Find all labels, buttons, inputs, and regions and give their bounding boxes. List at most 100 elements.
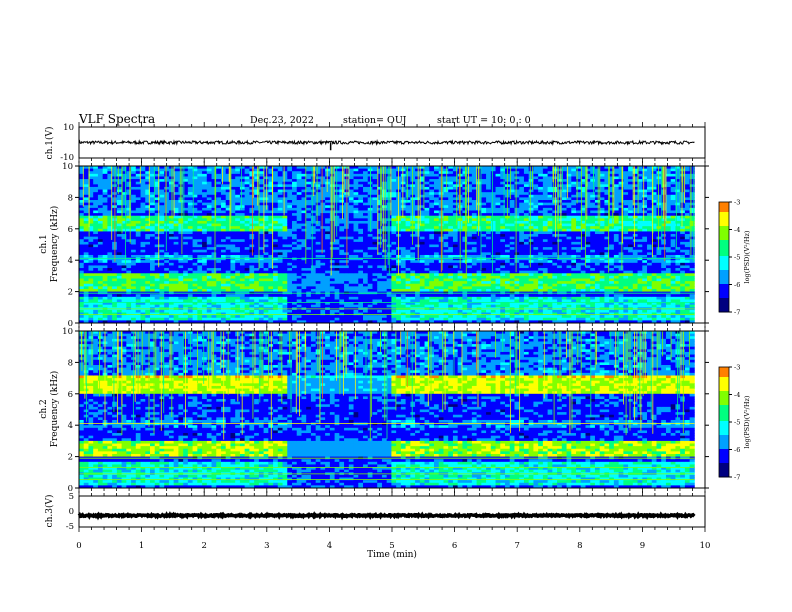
spectrogram-cell xyxy=(363,294,369,298)
spectrogram-cell xyxy=(405,239,411,243)
spectrogram-cell xyxy=(254,283,260,287)
spectrogram-cell xyxy=(192,186,198,190)
spectrogram-cell xyxy=(197,302,203,306)
spectrogram-cell xyxy=(159,197,165,201)
spectrogram-cell xyxy=(405,268,411,272)
spectrogram-cell xyxy=(239,202,246,206)
spectrogram-cell xyxy=(363,220,369,224)
spectrogram-cell xyxy=(415,257,421,261)
spectrogram-cell xyxy=(102,176,108,180)
spectrogram-cell xyxy=(183,320,189,324)
spectrogram-cell xyxy=(462,249,468,253)
spectrogram-cell xyxy=(400,252,407,256)
spectrogram-cell xyxy=(452,265,459,269)
spectrogram-cell xyxy=(145,286,151,290)
spectrogram-cell xyxy=(107,197,113,201)
spectrogram-cell xyxy=(405,275,411,279)
spectrogram-cell xyxy=(443,202,449,206)
spectrogram-cell xyxy=(121,179,127,183)
spectrogram-cell xyxy=(462,270,468,274)
spectrogram-cell xyxy=(202,270,208,274)
spectrogram-cell xyxy=(83,226,89,230)
spectrogram-cell xyxy=(235,168,241,172)
spectrogram-cell xyxy=(244,207,250,211)
spectrogram-cell xyxy=(211,309,217,313)
spectrogram-cell xyxy=(150,320,156,324)
spectrogram-cell xyxy=(386,304,392,308)
spectrogram-cell xyxy=(79,317,85,321)
spectrogram-cell xyxy=(429,268,435,272)
spectrogram-cell xyxy=(183,202,189,206)
spectrogram-cell xyxy=(263,213,269,217)
spectrogram-cell xyxy=(434,239,440,243)
spectrogram-cell xyxy=(83,262,89,266)
spectrogram-cell xyxy=(225,315,231,319)
spectrogram-cell xyxy=(443,302,449,306)
spectrogram-cell xyxy=(405,210,411,214)
spectrogram-cell xyxy=(145,275,151,279)
spectrogram-cell xyxy=(183,252,189,256)
spectrogram-cell xyxy=(88,207,94,211)
spectrogram-cell xyxy=(116,213,122,217)
spectrogram-cell xyxy=(244,189,250,193)
spectrogram-cell xyxy=(230,210,236,214)
spectrogram-cell xyxy=(438,283,444,287)
spectrogram-cell xyxy=(107,294,113,298)
spectrogram-cell xyxy=(83,278,89,282)
spectrogram-cell xyxy=(292,231,298,235)
spectrogram-cell xyxy=(154,189,160,193)
spectrogram-cell xyxy=(372,194,378,198)
spectrogram-cell xyxy=(467,202,473,206)
spectrogram-cell xyxy=(211,228,217,232)
spectrogram-cell xyxy=(173,236,179,240)
spectrogram-cell xyxy=(339,294,345,298)
spectrogram-cell xyxy=(353,249,359,253)
spectrogram-cell xyxy=(102,231,108,235)
spectrogram-cell xyxy=(462,315,468,319)
spectrogram-cell xyxy=(306,309,312,313)
spectrogram-cell xyxy=(131,186,137,190)
spectrogram-cell xyxy=(287,215,293,219)
spectrogram-cell xyxy=(367,252,373,256)
spectrogram-cell xyxy=(197,294,203,298)
spectrogram-cell xyxy=(230,281,236,285)
spectrogram-cell xyxy=(230,218,236,222)
spectrogram-cell xyxy=(391,234,397,238)
spectrogram-cell xyxy=(424,260,430,264)
spectrogram-cell xyxy=(372,265,378,269)
spectrogram-cell xyxy=(377,226,383,230)
spectrogram-cell xyxy=(415,309,421,313)
spectrogram-cell xyxy=(216,218,222,222)
spectrogram-cell xyxy=(320,288,326,292)
spectrogram-cell xyxy=(83,171,89,175)
spectrogram-cell xyxy=(277,210,283,214)
spectrogram-cell xyxy=(301,278,307,282)
spectrogram-cell xyxy=(325,234,331,238)
spectrogram-cell xyxy=(296,236,302,240)
spectrogram-cell xyxy=(320,239,326,243)
spectrogram-cell xyxy=(372,315,378,319)
spectrogram-cell xyxy=(107,273,113,277)
spectrogram-cell xyxy=(443,220,449,224)
spectrogram-cell xyxy=(391,181,397,185)
spectrogram-cell xyxy=(206,184,212,188)
spectrogram-cell xyxy=(164,281,170,285)
spectrogram-cell xyxy=(126,252,132,256)
spectrogram-cell xyxy=(192,270,198,274)
spectrogram-cell xyxy=(183,213,189,217)
spectrogram-cell xyxy=(216,192,222,196)
spectrogram-cell xyxy=(443,168,449,172)
spectrogram-cell xyxy=(192,309,198,313)
spectrogram-cell xyxy=(363,270,369,274)
spectrogram-cell xyxy=(419,244,425,248)
spectrogram-cell xyxy=(348,189,354,193)
spectrogram-cell xyxy=(135,207,141,211)
spectrogram-cell xyxy=(93,294,99,298)
spectrogram-cell xyxy=(131,309,137,313)
spectrogram-cell xyxy=(187,181,193,185)
spectrogram-cell xyxy=(183,239,189,243)
spectrogram-cell xyxy=(211,317,217,321)
spectrogram-cell xyxy=(400,257,407,261)
spectrogram-cell xyxy=(448,200,454,204)
spectrogram-cell xyxy=(334,296,340,300)
